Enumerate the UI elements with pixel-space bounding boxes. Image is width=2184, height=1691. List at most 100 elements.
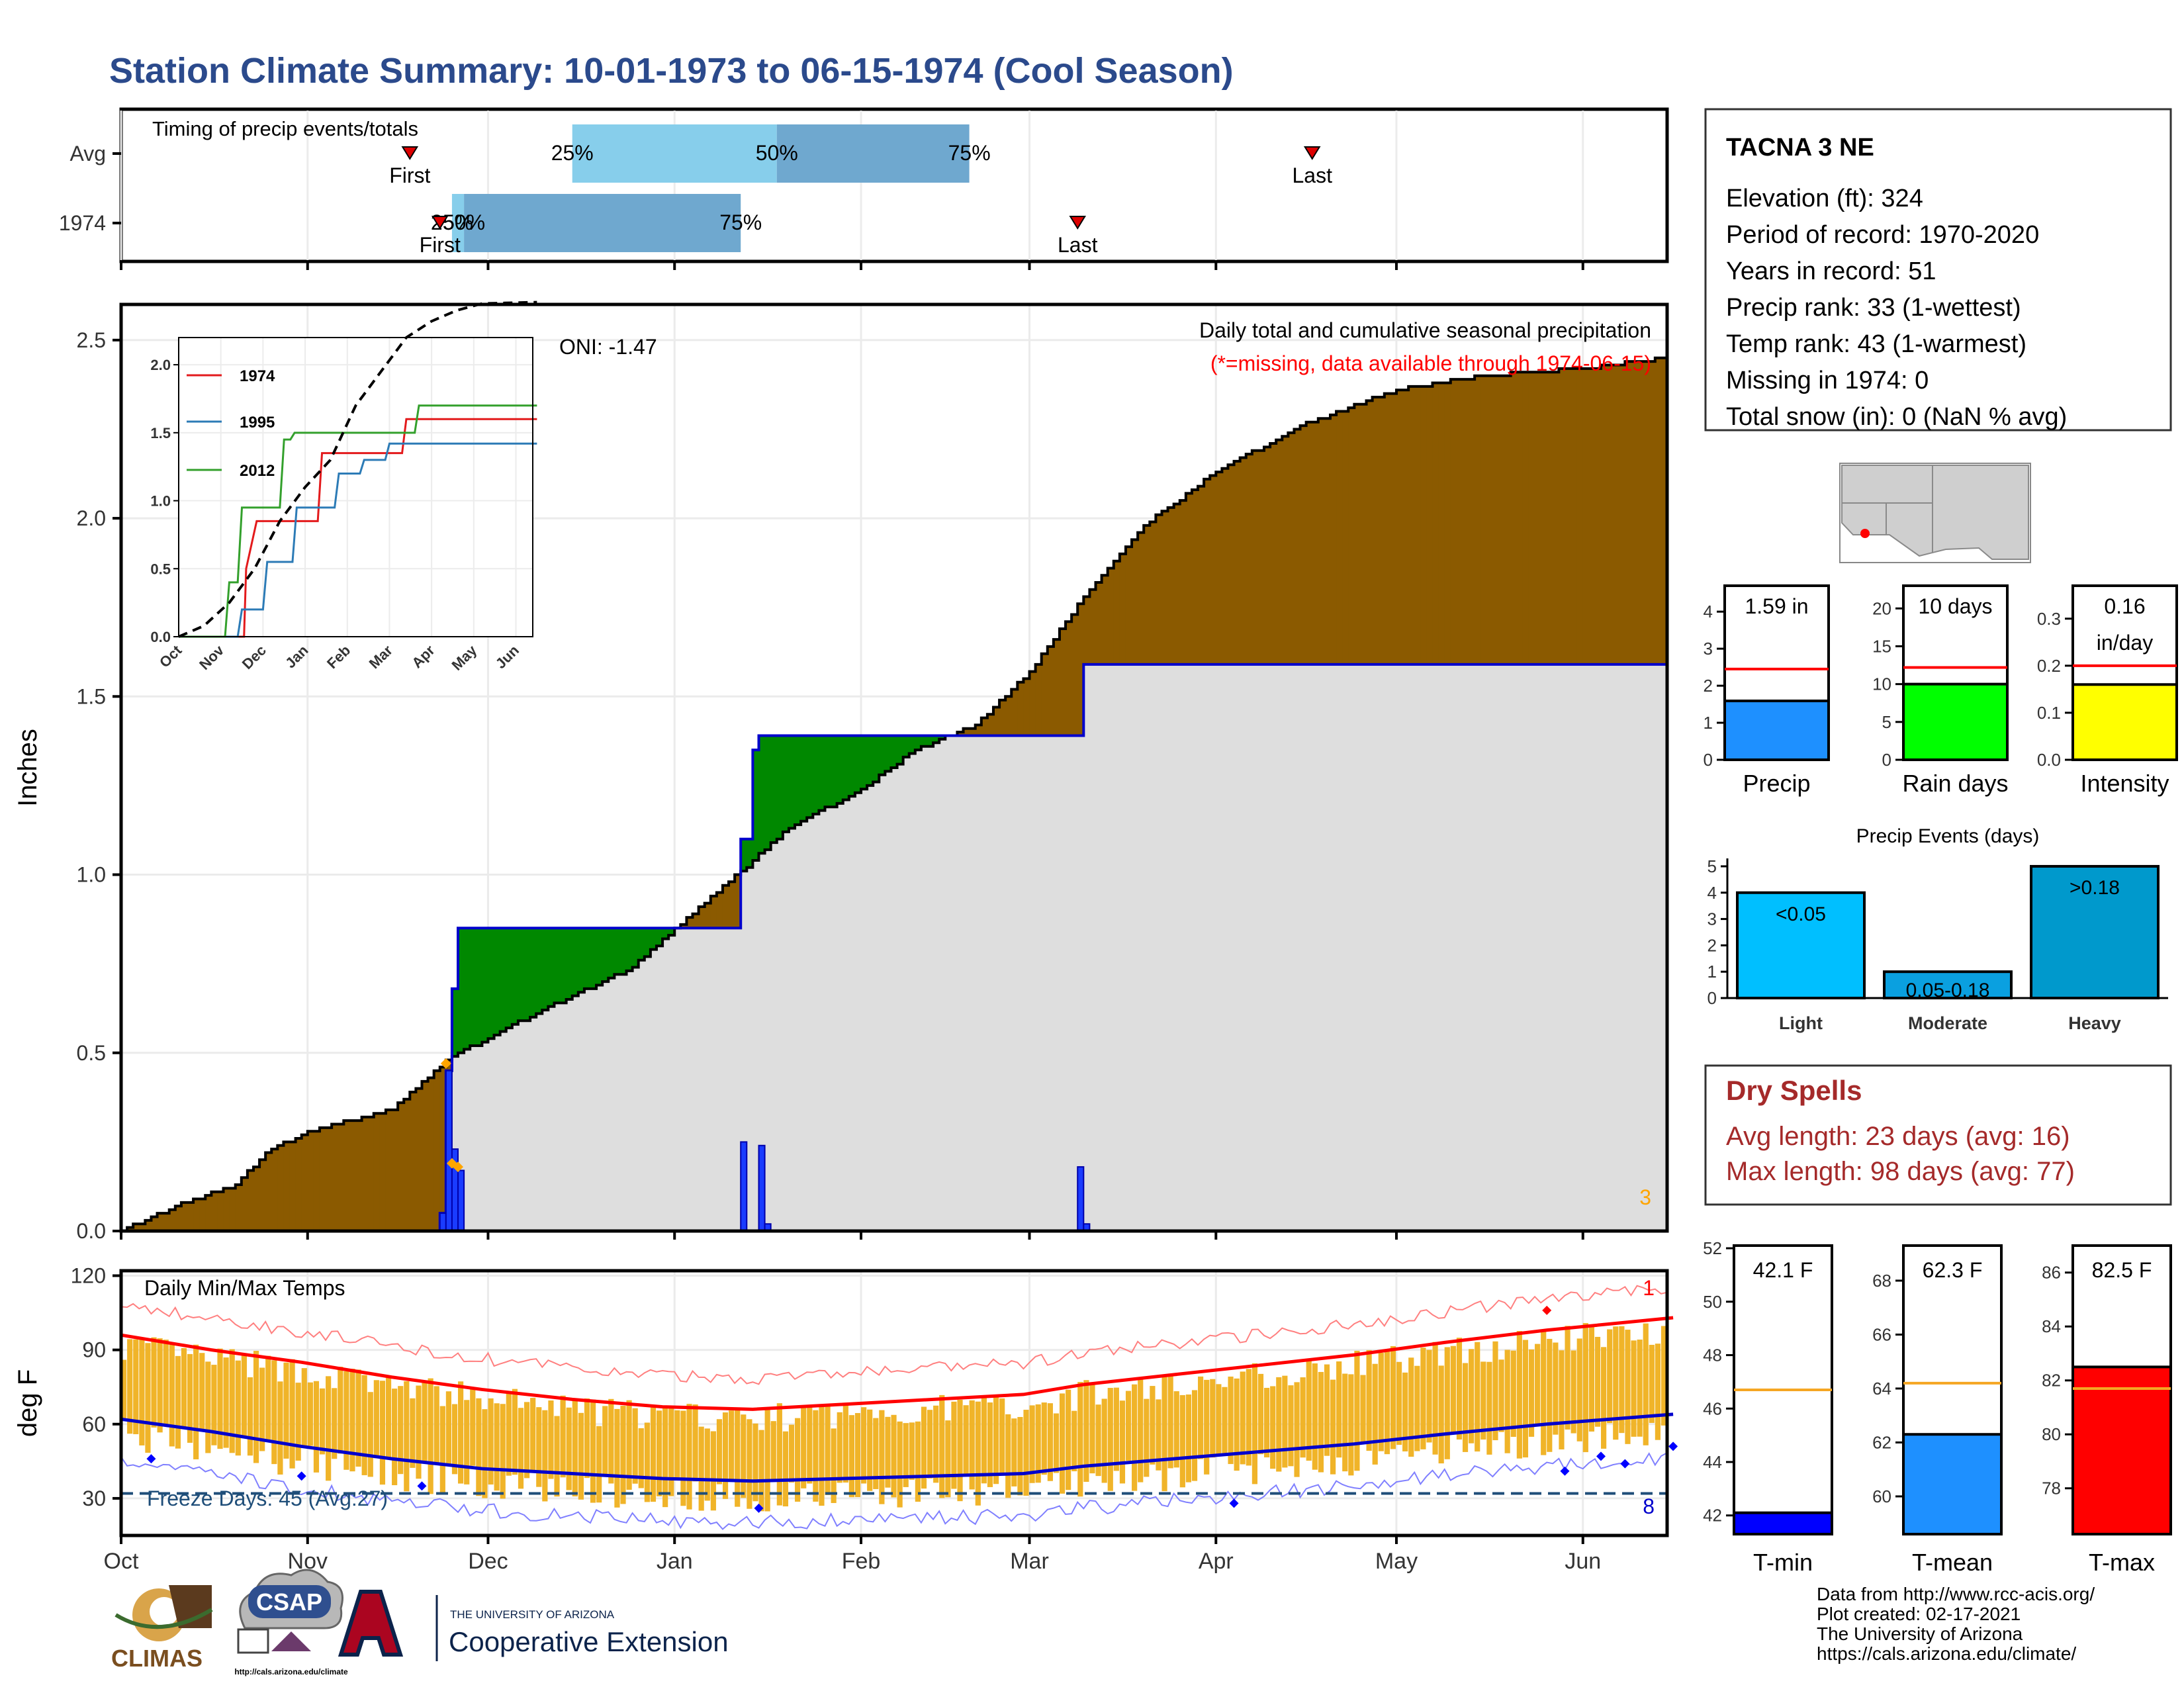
cum-deficit-area [1179,500,1187,664]
summary-bar-value-label: 10 days [1918,594,1992,618]
temps-daily-bar [428,1378,433,1494]
temps-daily-bar [584,1398,590,1479]
temps-daily-bar [999,1398,1005,1475]
cum-base-area [1156,664,1163,1231]
summary-bar-name: Precip [1743,770,1810,797]
cum-deficit-area [1144,525,1150,664]
summary-bar-ytick-label: 66 [1872,1324,1891,1344]
summary-bar-ytick-label: 1 [1704,713,1713,733]
cum-base-area [506,1028,513,1231]
cum-deficit-area [1053,639,1060,736]
temps-daily-bar [265,1355,271,1442]
cum-deficit-area [1661,357,1668,664]
cum-deficit-area [1216,472,1222,664]
cum-deficit-area [253,1167,260,1231]
station-missing: Missing in 1974: 0 [1726,367,1929,394]
temps-daily-bar [933,1405,939,1483]
temps-daily-bar [379,1381,386,1485]
temps-daily-bar [127,1339,133,1434]
cum-deficit-area [1071,614,1078,736]
cum-base-area [656,946,663,1231]
cum-surplus-area [638,928,645,960]
cum-base-area [1444,664,1451,1231]
temps-daily-bar [338,1367,343,1454]
temps-daily-bar [235,1360,241,1456]
cum-base-area [1023,735,1030,1231]
cum-deficit-area [181,1202,188,1231]
cum-deficit-area [1270,443,1277,664]
temps-daily-bar [807,1406,813,1484]
summary-bar-name: T-max [2089,1549,2155,1576]
cum-deficit-area [1576,368,1584,664]
cum-surplus-area [542,928,549,1011]
inset-series-line [178,300,537,638]
cum-deficit-area [410,1092,416,1231]
cum-deficit-area [1264,447,1271,664]
cum-surplus-area [776,735,784,839]
temps-daily-bar [277,1381,283,1475]
cum-deficit-area [1420,386,1428,664]
cum-base-area [704,928,711,1231]
temps-daily-bar [217,1348,223,1449]
inset-frame [178,337,533,637]
temps-daily-bar [1516,1331,1522,1459]
cum-deficit-area [169,1209,176,1231]
cum-deficit-area [139,1224,146,1231]
temps-daily-bar [445,1391,452,1465]
temps-daily-bar [482,1409,488,1498]
cumulative-precip-panel: 0.0 0.5 1.0 1.5 2.0 2.5 Daily total and cumul… [13,302,1669,1243]
cum-base-area [1041,735,1048,1231]
temps-daily-bar [1366,1349,1372,1451]
cum-surplus-area [662,928,669,939]
events-bar [1883,970,2013,1000]
temps-daily-bar [1637,1340,1643,1437]
cum-deficit-area [1300,426,1307,664]
events-ytick-label: 5 [1707,856,1717,876]
temps-daily-bar [1480,1361,1486,1440]
cum-base-area [1396,664,1403,1231]
cum-base-area [752,860,760,1231]
summary-bar-ytick-label: 46 [1703,1398,1722,1418]
cum-base-area [482,1042,489,1231]
summary-bar-ytick-label: 82 [2042,1371,2061,1391]
cum-base-area [1354,664,1361,1231]
temps-daily-bar [692,1404,698,1482]
cum-deficit-area [1083,596,1091,664]
temps-daily-bar [1498,1359,1504,1432]
cum-surplus-area [921,735,928,747]
temps-daily-bar [439,1406,445,1493]
cum-deficit-area [680,924,688,929]
summary-bar-panel: 42 44 46 48 50 52 42.1 F T-min [1703,1238,1833,1576]
temps-daily-bar [253,1351,259,1463]
cum-surplus-area [584,928,591,989]
cum-deficit-area [1372,397,1379,664]
temps-daily-bar [259,1367,265,1451]
summary-bar-ytick-label: 86 [2042,1263,2061,1283]
cum-surplus-area [758,735,766,854]
temps-daily-bar [1264,1387,1270,1458]
cum-base-area [842,800,850,1231]
temps-daily-bar [326,1376,332,1481]
cum-deficit-area [247,1170,254,1231]
cum-base-area [1161,664,1169,1231]
cum-base-area [1588,664,1596,1231]
cum-deficit-area [1173,504,1181,664]
cum-deficit-area [1306,422,1313,664]
cum-base-area [566,999,573,1231]
cum-deficit-area [1198,486,1205,664]
dry-spells-box: Dry Spells Avg length: 23 days (avg: 16)… [1704,1064,2172,1206]
cum-base-area [1450,664,1457,1231]
summary-bar-panel: 0 5 10 15 20 10 days Rain days [1872,584,2009,797]
cum-deficit-area [1486,375,1494,664]
cum-base-area [451,1056,459,1231]
cum-base-area [741,871,747,1231]
cum-deficit-area [283,1142,291,1231]
cum-base-area [1414,664,1421,1231]
temps-daily-bar [1426,1349,1432,1443]
cum-base-area [1240,664,1247,1231]
cum-deficit-area [1594,368,1602,664]
timing-row-label: 1974 [59,211,106,235]
cum-daily-bar [439,1212,447,1232]
summary-bar-value [1902,682,2009,762]
